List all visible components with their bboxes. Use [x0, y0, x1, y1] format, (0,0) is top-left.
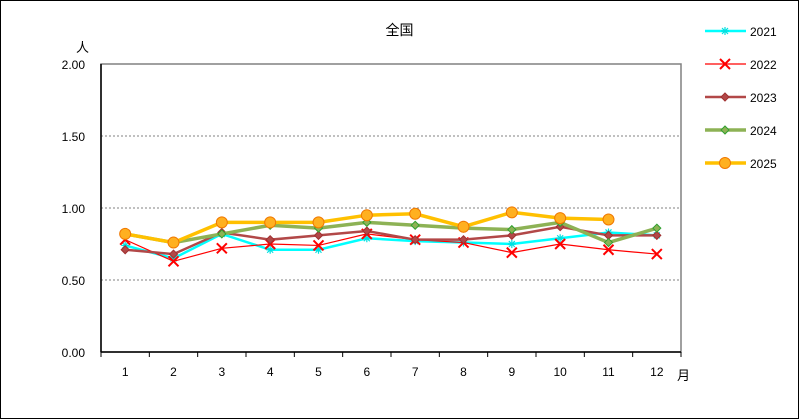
legend-item-2021: 2021 — [705, 25, 777, 39]
y-tick-label: 1.50 — [62, 130, 86, 144]
legend-item-2023: 2023 — [705, 91, 777, 105]
legend-label: 2022 — [750, 58, 777, 72]
legend-label: 2021 — [750, 25, 777, 39]
y-tick-label: 1.00 — [62, 202, 86, 216]
x-tick-label: 3 — [218, 365, 225, 379]
x-tick-label: 11 — [602, 365, 615, 379]
x-tick-label: 12 — [650, 365, 664, 379]
y-tick-label: 0.50 — [62, 274, 86, 288]
chart-title: 全国 — [385, 23, 414, 39]
series-2021 — [121, 228, 661, 263]
x-tick-label: 6 — [363, 365, 370, 379]
x-tick-label: 10 — [553, 365, 567, 379]
legend-item-2024: 2024 — [705, 124, 777, 138]
x-axis-label: 月 — [677, 369, 690, 384]
x-tick-label: 5 — [315, 365, 322, 379]
legend-item-2025: 2025 — [705, 157, 777, 171]
legend-item-2022: 2022 — [705, 58, 777, 72]
x-tick-label: 4 — [267, 365, 274, 379]
y-axis-label: 人 — [76, 41, 89, 56]
x-tick-label: 1 — [122, 365, 129, 379]
legend-label: 2023 — [750, 91, 777, 105]
legend-label: 2025 — [750, 157, 777, 171]
x-tick-label: 2 — [170, 365, 177, 379]
legend-label: 2024 — [750, 124, 777, 138]
x-tick-label: 7 — [412, 365, 419, 379]
y-tick-label: 2.00 — [62, 58, 86, 72]
x-tick-label: 9 — [508, 365, 515, 379]
y-tick-label: 0.00 — [62, 346, 86, 360]
series-2025 — [119, 206, 615, 249]
x-tick-label: 8 — [460, 365, 467, 379]
